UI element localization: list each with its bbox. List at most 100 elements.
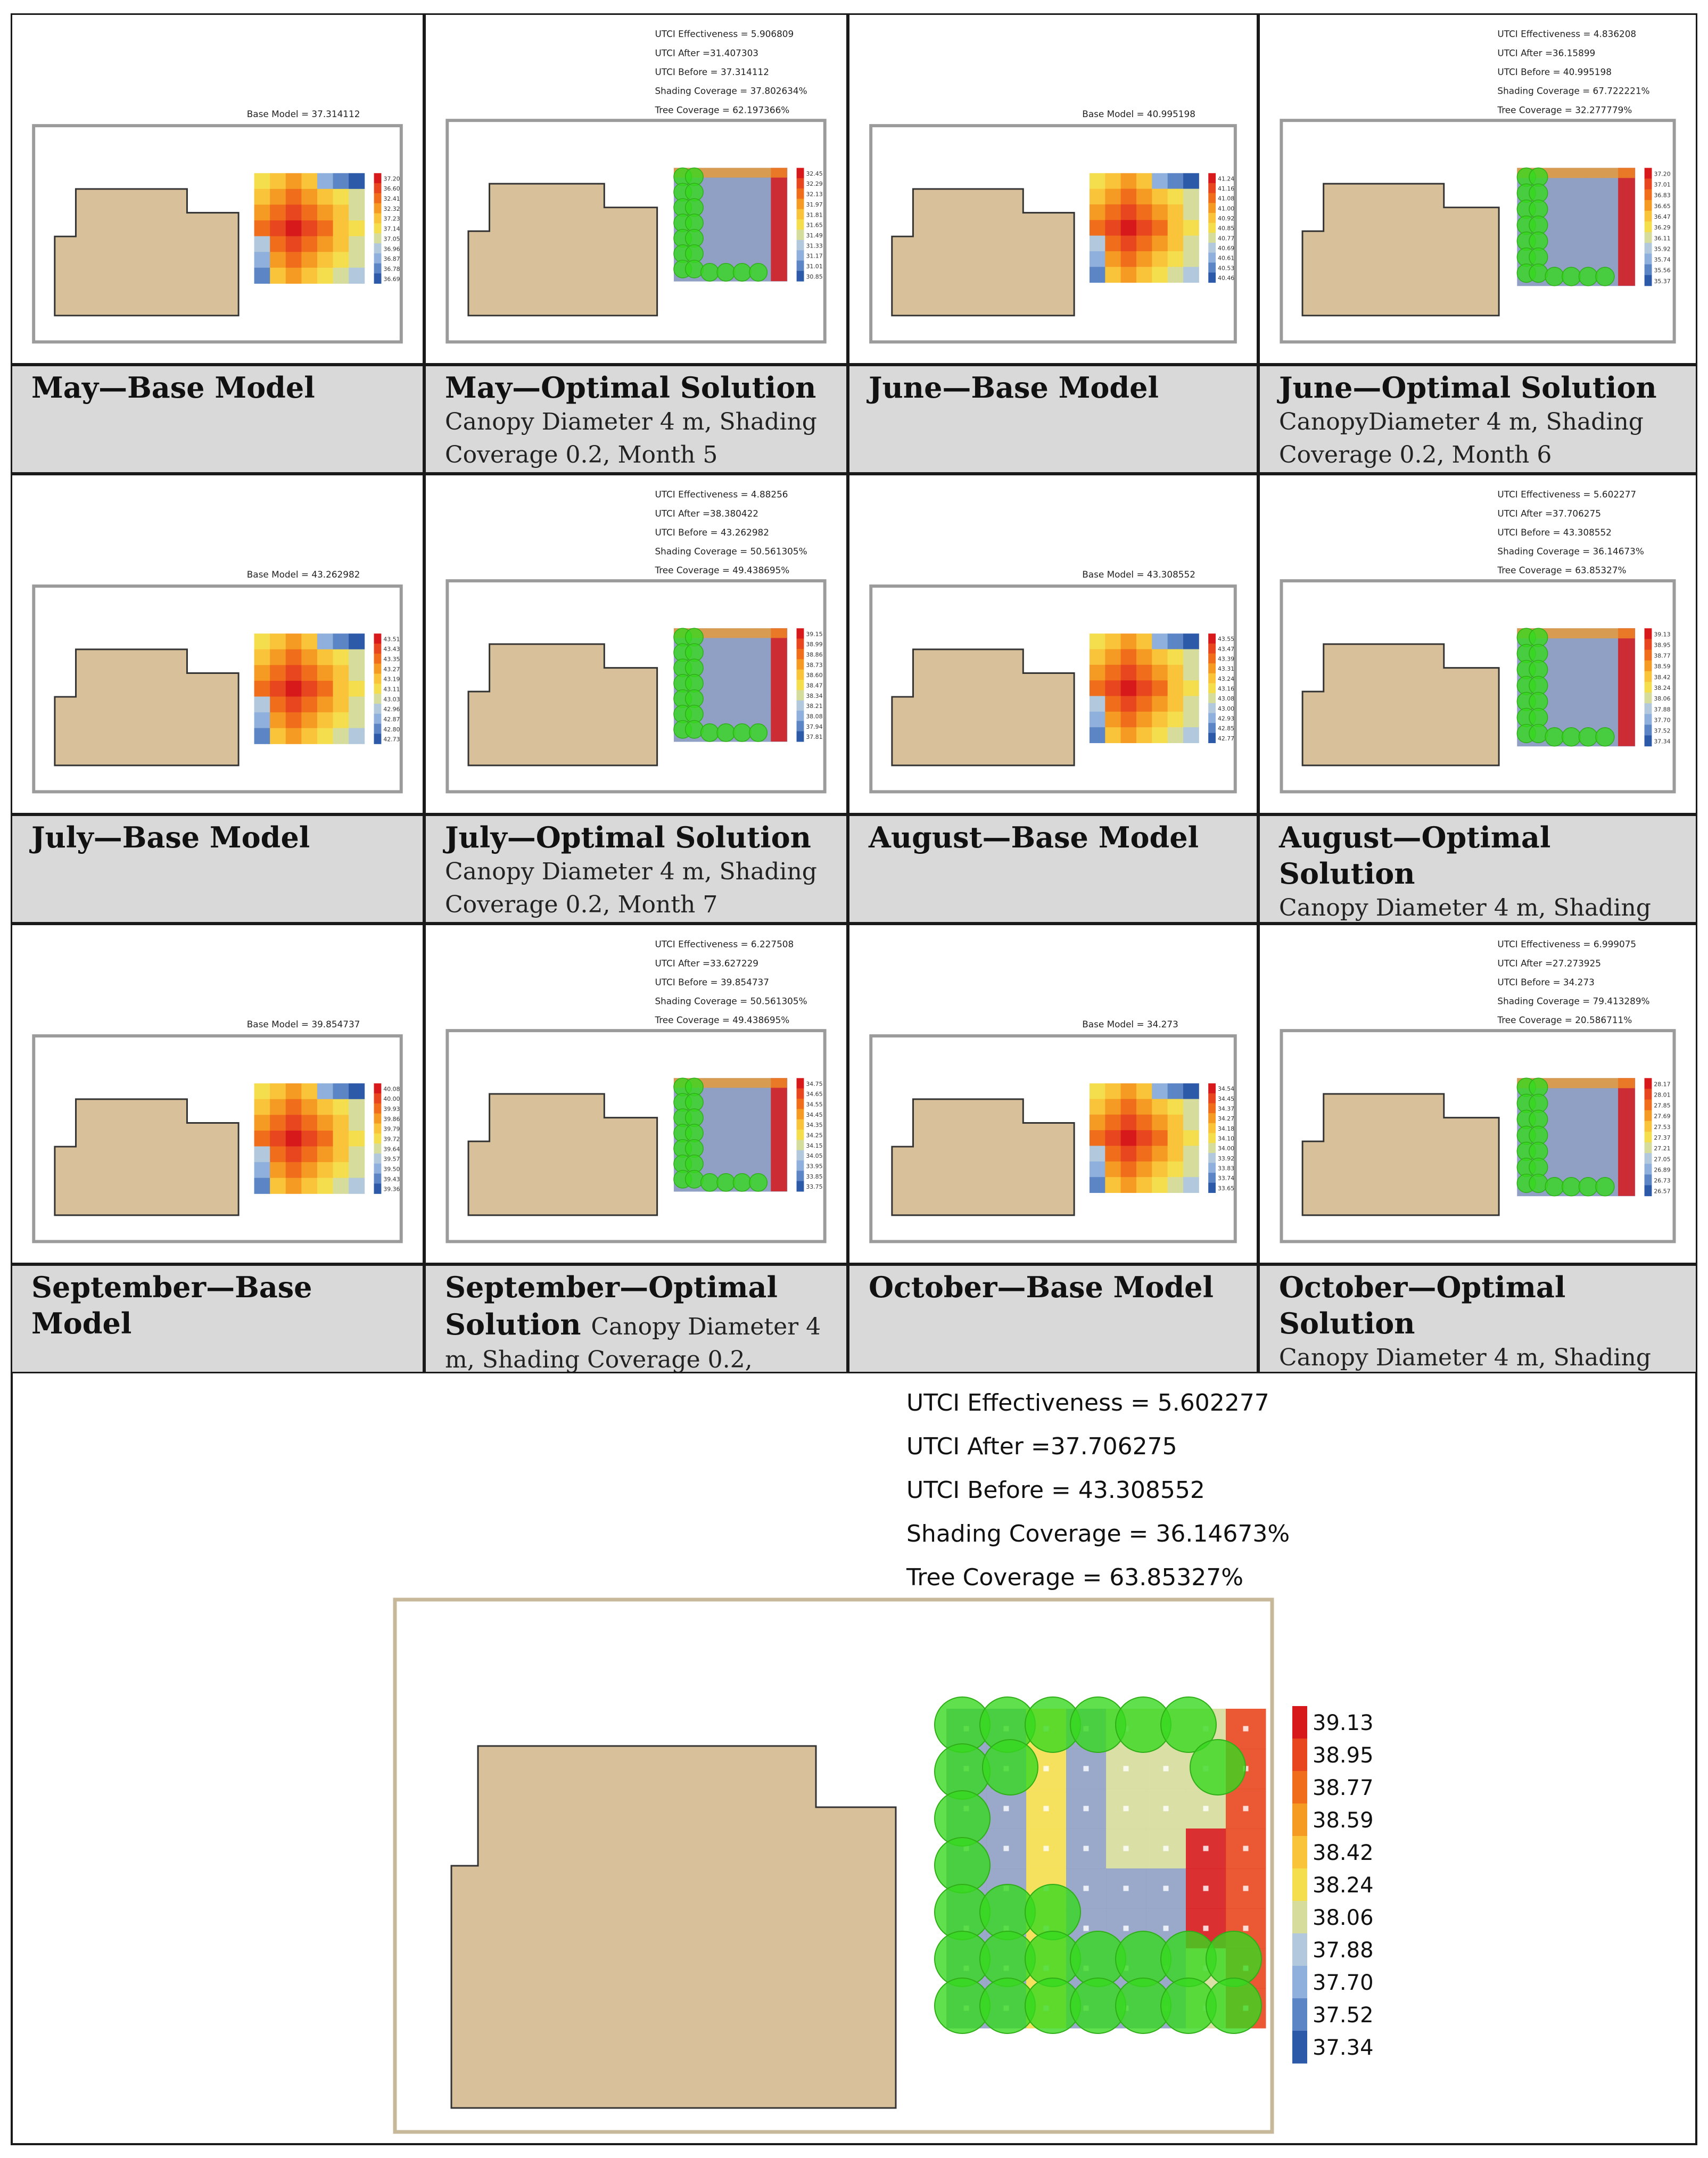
legend-swatch xyxy=(1292,1868,1307,1901)
legend-label: 34.27 xyxy=(1218,1115,1234,1122)
heat-cell xyxy=(349,1099,365,1115)
heat-cell xyxy=(1183,251,1199,267)
legend-label: 38.73 xyxy=(806,662,822,669)
caption-title: September—Base Model xyxy=(31,1270,312,1340)
legend-swatch xyxy=(1644,703,1652,714)
heat-cell xyxy=(706,1094,723,1111)
heat-cell xyxy=(1567,1111,1585,1129)
legend-swatch xyxy=(796,229,804,241)
heat-cell xyxy=(1601,645,1619,663)
sample-point xyxy=(1243,1726,1249,1732)
heat-cell xyxy=(1152,1161,1168,1177)
heat-cell xyxy=(754,1142,771,1159)
heat-cell xyxy=(285,728,302,744)
legend-label: 38.99 xyxy=(806,641,822,648)
legend-swatch xyxy=(796,1130,804,1140)
heat-cell xyxy=(1136,633,1152,650)
heat-cell xyxy=(1136,1161,1152,1177)
legend-label: 27.05 xyxy=(1654,1156,1670,1163)
heat-cell xyxy=(754,216,771,233)
heat-cell xyxy=(317,696,333,713)
tree-canopy xyxy=(1595,267,1615,286)
heat-cell xyxy=(1105,633,1121,650)
heat-cell xyxy=(333,173,349,190)
legend-label: 33.65 xyxy=(1218,1185,1234,1192)
thumbnail-may-base: 37.20 36.60 32.41 32.32 37.23 37.14 37.05 36.96… xyxy=(11,13,424,365)
heat-cell xyxy=(301,680,318,697)
heat-cell xyxy=(349,649,365,665)
legend-label: 38.77 xyxy=(1654,653,1670,660)
legend-swatch xyxy=(1208,1143,1216,1154)
heat-cell xyxy=(738,249,755,266)
legend-label: 43.51 xyxy=(383,636,400,643)
legend-label: 27.37 xyxy=(1654,1134,1670,1141)
caption-july-base: July—Base Model xyxy=(11,814,424,924)
caption-subtitle: Canopy Diameter 4 m, Shading Coverage 0.… xyxy=(445,1313,821,1373)
legend-label: 35.92 xyxy=(1654,245,1670,252)
heat-cell xyxy=(1136,664,1152,681)
legend-swatch xyxy=(1208,683,1216,694)
heat-cell xyxy=(1584,201,1602,219)
legend-swatch xyxy=(374,1154,382,1164)
heat-cell xyxy=(254,204,270,221)
plot-frame xyxy=(32,124,403,344)
caption-title: May—Base Model xyxy=(31,370,315,405)
legend-label: 34.75 xyxy=(806,1081,822,1088)
legend-label: 39.93 xyxy=(383,1106,400,1113)
legend-label: 43.27 xyxy=(383,666,400,673)
legend-swatch xyxy=(1292,1998,1307,2031)
heat-cell xyxy=(1167,727,1184,744)
heat-cell xyxy=(333,712,349,729)
legend-swatch xyxy=(796,711,804,721)
plot-frame xyxy=(869,1034,1237,1243)
legend-swatch xyxy=(1644,221,1652,233)
legend-swatch xyxy=(1644,693,1652,704)
heat-cell xyxy=(1167,1146,1184,1162)
heat-cell xyxy=(1567,201,1585,219)
heat-cell xyxy=(738,693,755,710)
heat-cell xyxy=(333,1115,349,1131)
legend-swatch xyxy=(1208,1182,1216,1193)
heat-cell xyxy=(333,1099,349,1115)
legend-swatch xyxy=(1208,1113,1216,1124)
heat-cell xyxy=(317,665,333,681)
heat-cell xyxy=(738,1126,755,1143)
thumbnail-august-optimal: 39.13 38.95 38.77 38.59 38.42 38.24 38.06 37.88… xyxy=(1258,474,1697,814)
legend-swatch xyxy=(1644,628,1652,639)
heat-cell xyxy=(1183,1177,1199,1193)
heat-cell xyxy=(1152,1114,1168,1131)
base-model-value: Base Model = 43.308552 xyxy=(1082,569,1195,580)
heat-cell xyxy=(722,184,739,201)
plot-frame xyxy=(445,579,827,794)
heat-cell xyxy=(285,1083,302,1100)
heat-cell xyxy=(754,1110,771,1127)
heat-cell xyxy=(1601,1094,1619,1113)
legend-label: 41.24 xyxy=(1218,175,1234,182)
heat-cell xyxy=(1584,252,1602,269)
heat-cell xyxy=(738,200,755,217)
heat-cell xyxy=(1105,727,1121,744)
heat-cell xyxy=(1152,251,1168,267)
heat-strip xyxy=(1618,1078,1635,1196)
legend-swatch xyxy=(1644,232,1652,243)
legend-swatch xyxy=(796,628,804,639)
legend-swatch xyxy=(374,1113,382,1124)
heat-cell xyxy=(1167,1083,1184,1100)
legend-swatch xyxy=(1208,653,1216,664)
legend-swatch xyxy=(1208,262,1216,273)
legend-swatch xyxy=(796,209,804,220)
tree-canopy xyxy=(1160,1696,1217,1753)
heat-cell xyxy=(1584,695,1602,713)
legend-label: 43.08 xyxy=(1218,695,1234,702)
sample-point xyxy=(1123,1766,1129,1772)
heat-cell xyxy=(1183,220,1199,236)
heat-cell xyxy=(1152,173,1168,190)
heat-cell xyxy=(1105,1099,1121,1115)
legend-swatch xyxy=(1208,1133,1216,1143)
heat-cell xyxy=(333,1146,349,1163)
sample-point xyxy=(1203,1806,1209,1811)
legend-label: 37.01 xyxy=(1654,182,1670,188)
legend-label: 36.29 xyxy=(1654,224,1670,231)
heat-cell xyxy=(254,252,270,268)
detail-stat-line: UTCI After =37.706275 xyxy=(906,1433,1177,1460)
